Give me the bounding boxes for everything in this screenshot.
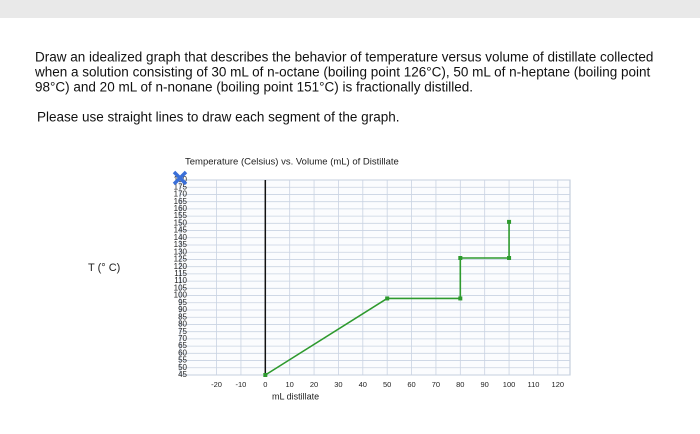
top-strip [0, 0, 700, 18]
y-tick-label: 110 [174, 276, 187, 285]
cursor-marker [172, 170, 188, 186]
y-tick-label: 115 [174, 269, 187, 278]
x-axis-label: mL distillate [272, 391, 319, 401]
y-tick-label: 55 [178, 356, 187, 365]
x-tick-label: 120 [552, 380, 565, 389]
y-tick-label: 50 [178, 363, 187, 372]
y-tick-label: 145 [174, 226, 188, 235]
x-tick-label: 80 [456, 380, 464, 389]
y-tick-label: 160 [174, 204, 188, 213]
y-tick-label: 45 [178, 370, 187, 379]
point [263, 373, 268, 377]
y-tick-label: 75 [178, 327, 187, 336]
y-tick-label: 150 [174, 218, 188, 227]
y-tick-label: 105 [174, 283, 188, 292]
y-tick-label: 100 [174, 291, 188, 300]
y-tick-label: 140 [174, 233, 188, 242]
y-tick-label: 155 [174, 211, 188, 220]
x-tick-label: 110 [527, 380, 539, 389]
point [458, 256, 463, 260]
point [385, 296, 390, 301]
x-tick-label: 30 [334, 380, 342, 389]
x-tick-label: 70 [432, 380, 440, 389]
question-line: Draw an idealized graph that describes t… [35, 50, 653, 65]
point [507, 219, 512, 224]
question-line: when a solution consisting of 30 mL of n… [34, 65, 651, 80]
x-tick-label: 10 [286, 380, 294, 389]
x-tick-label: 100 [503, 380, 516, 389]
y-tick-label: 65 [178, 341, 187, 350]
chart-title: Temperature (Celsius) vs. Volume (mL) of… [185, 157, 399, 168]
x-tick-label: 20 [310, 380, 318, 389]
point [507, 256, 512, 260]
y-tick-label: 120 [174, 262, 188, 271]
y-tick-label: 130 [174, 247, 188, 256]
x-tick-label: 40 [359, 380, 367, 389]
y-tick-label: 60 [178, 348, 187, 357]
y-tick-label: 95 [178, 298, 187, 307]
x-tick-label: 0 [263, 380, 267, 389]
x-tick-label: 50 [383, 380, 391, 389]
x-tick-label: -10 [236, 380, 247, 389]
y-tick-label: 85 [178, 312, 187, 321]
y-tick-label: 70 [178, 334, 187, 343]
y-tick-label: 170 [174, 190, 188, 199]
question-line: 98°C) and 20 mL of n-nonane (boiling poi… [35, 80, 473, 95]
y-tick-label: 135 [174, 240, 188, 249]
y-tick-label: 125 [174, 255, 188, 264]
y-tick-label: 175 [174, 182, 188, 191]
y-tick-label: 80 [178, 320, 187, 329]
plot-area [179, 179, 571, 376]
x-tick-label: -20 [211, 380, 222, 389]
y-tick-label: 165 [174, 197, 188, 206]
y-axis-label: T (° C) [88, 262, 120, 274]
x-tick-label: 90 [481, 380, 489, 389]
point [458, 296, 463, 301]
y-tick-label: 90 [178, 305, 187, 314]
instruction: Please use straight lines to draw each s… [37, 110, 399, 125]
x-tick-label: 60 [407, 380, 415, 389]
plot: 4550556065707580859095100105110115120125… [172, 170, 571, 389]
line [264, 221, 510, 376]
